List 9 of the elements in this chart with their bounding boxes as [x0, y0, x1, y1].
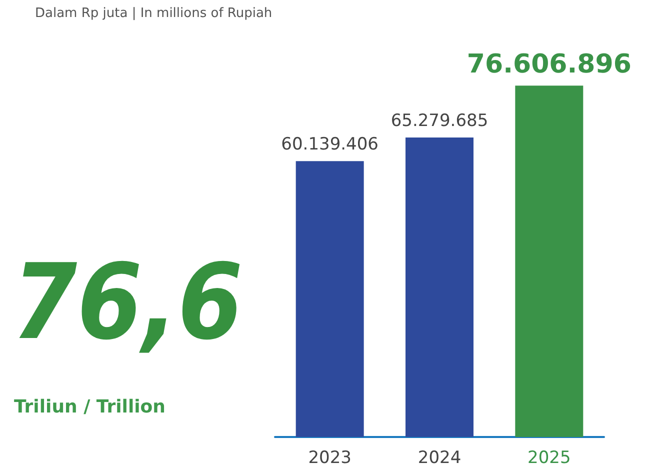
data-label: 60.139.406: [281, 134, 379, 155]
text: 76,6: [12, 241, 243, 363]
x-tick-label: 2024: [418, 448, 462, 468]
x-tick-label: 2025: [528, 448, 571, 468]
text: Dalam Rp juta | In millions of Rupiah: [35, 6, 272, 21]
x-tick-label: 2023: [308, 448, 352, 468]
text: Triliun / Trillion: [14, 396, 166, 418]
data-label: 76.606.896: [466, 50, 632, 80]
data-label: 65.279.685: [390, 111, 488, 132]
